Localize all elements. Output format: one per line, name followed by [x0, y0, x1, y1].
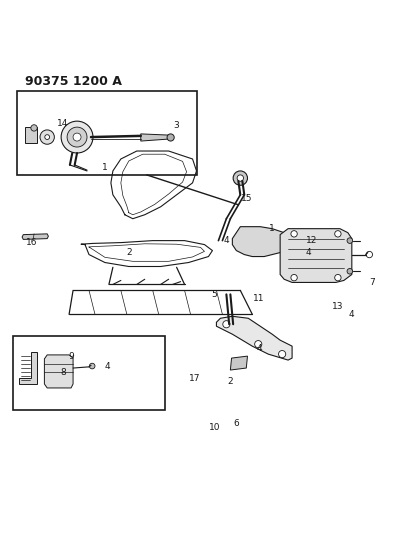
- Text: 6: 6: [233, 418, 239, 427]
- Polygon shape: [45, 355, 73, 388]
- Polygon shape: [230, 356, 247, 370]
- Circle shape: [233, 171, 247, 185]
- Text: 5: 5: [212, 290, 217, 299]
- Circle shape: [291, 274, 297, 281]
- Text: 4: 4: [224, 236, 229, 245]
- Polygon shape: [141, 134, 169, 141]
- Circle shape: [347, 238, 352, 244]
- Bar: [13, 336, 165, 410]
- Circle shape: [347, 269, 352, 274]
- Circle shape: [40, 130, 55, 144]
- Text: 2: 2: [126, 248, 132, 257]
- Polygon shape: [217, 316, 292, 360]
- Text: 4: 4: [349, 310, 354, 319]
- Text: 9: 9: [68, 352, 74, 361]
- Text: 15: 15: [241, 195, 252, 203]
- Circle shape: [335, 274, 341, 281]
- Text: 90375 1200 A: 90375 1200 A: [25, 75, 122, 88]
- Circle shape: [31, 125, 37, 131]
- Circle shape: [223, 321, 230, 328]
- Text: 3: 3: [174, 120, 180, 130]
- Text: 7: 7: [369, 278, 375, 287]
- Circle shape: [237, 175, 243, 181]
- Text: 13: 13: [332, 302, 344, 311]
- Circle shape: [89, 364, 95, 369]
- Circle shape: [255, 341, 262, 348]
- Text: 12: 12: [306, 236, 318, 245]
- Polygon shape: [19, 352, 37, 384]
- Text: 4: 4: [305, 248, 311, 257]
- Text: 2: 2: [227, 377, 233, 386]
- Circle shape: [45, 135, 50, 140]
- Circle shape: [73, 133, 81, 141]
- Circle shape: [61, 121, 93, 153]
- Text: 1: 1: [269, 224, 275, 233]
- Polygon shape: [22, 234, 49, 239]
- Text: 1: 1: [102, 163, 108, 172]
- Text: 10: 10: [209, 423, 220, 432]
- Circle shape: [366, 252, 373, 258]
- Circle shape: [167, 134, 174, 141]
- Text: 17: 17: [189, 374, 200, 383]
- Text: 4: 4: [257, 344, 262, 353]
- Bar: [17, 91, 196, 175]
- Polygon shape: [232, 227, 288, 256]
- Circle shape: [279, 351, 286, 358]
- Text: 14: 14: [57, 119, 69, 128]
- Circle shape: [291, 231, 297, 237]
- Polygon shape: [25, 127, 37, 143]
- Circle shape: [335, 231, 341, 237]
- Text: 16: 16: [26, 238, 37, 247]
- Text: 4: 4: [104, 362, 110, 372]
- Polygon shape: [280, 229, 352, 282]
- Text: 8: 8: [60, 368, 66, 377]
- Circle shape: [67, 127, 87, 147]
- Text: 11: 11: [253, 294, 264, 303]
